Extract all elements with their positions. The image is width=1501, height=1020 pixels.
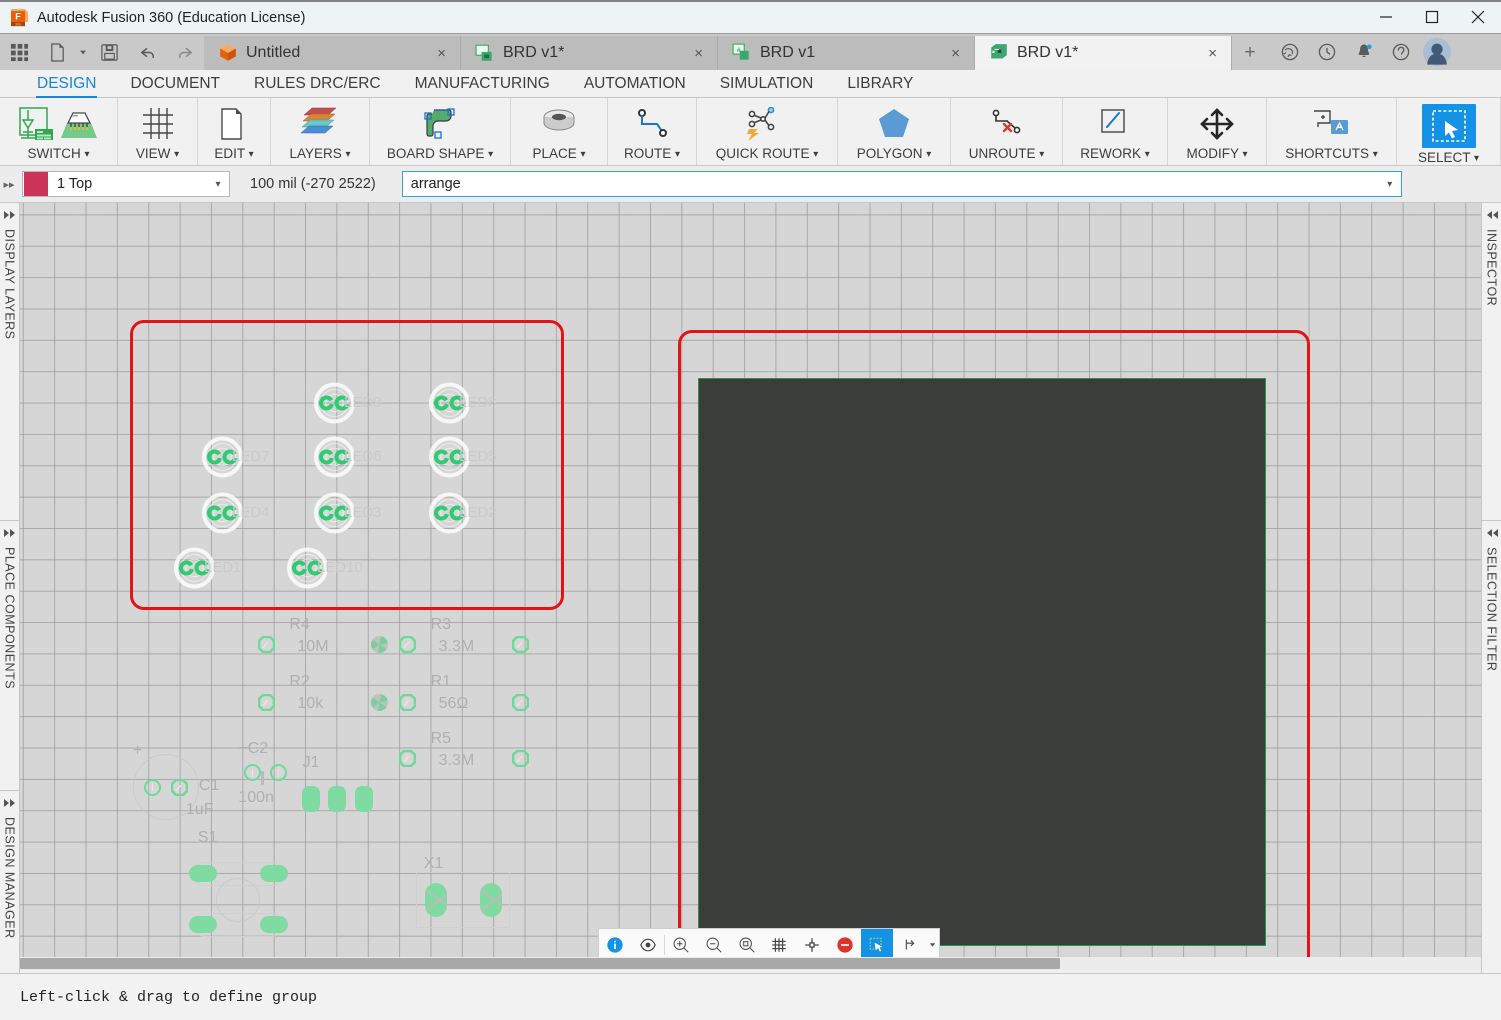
svg-text:F: F bbox=[15, 11, 21, 21]
svg-text:360: 360 bbox=[15, 22, 21, 26]
